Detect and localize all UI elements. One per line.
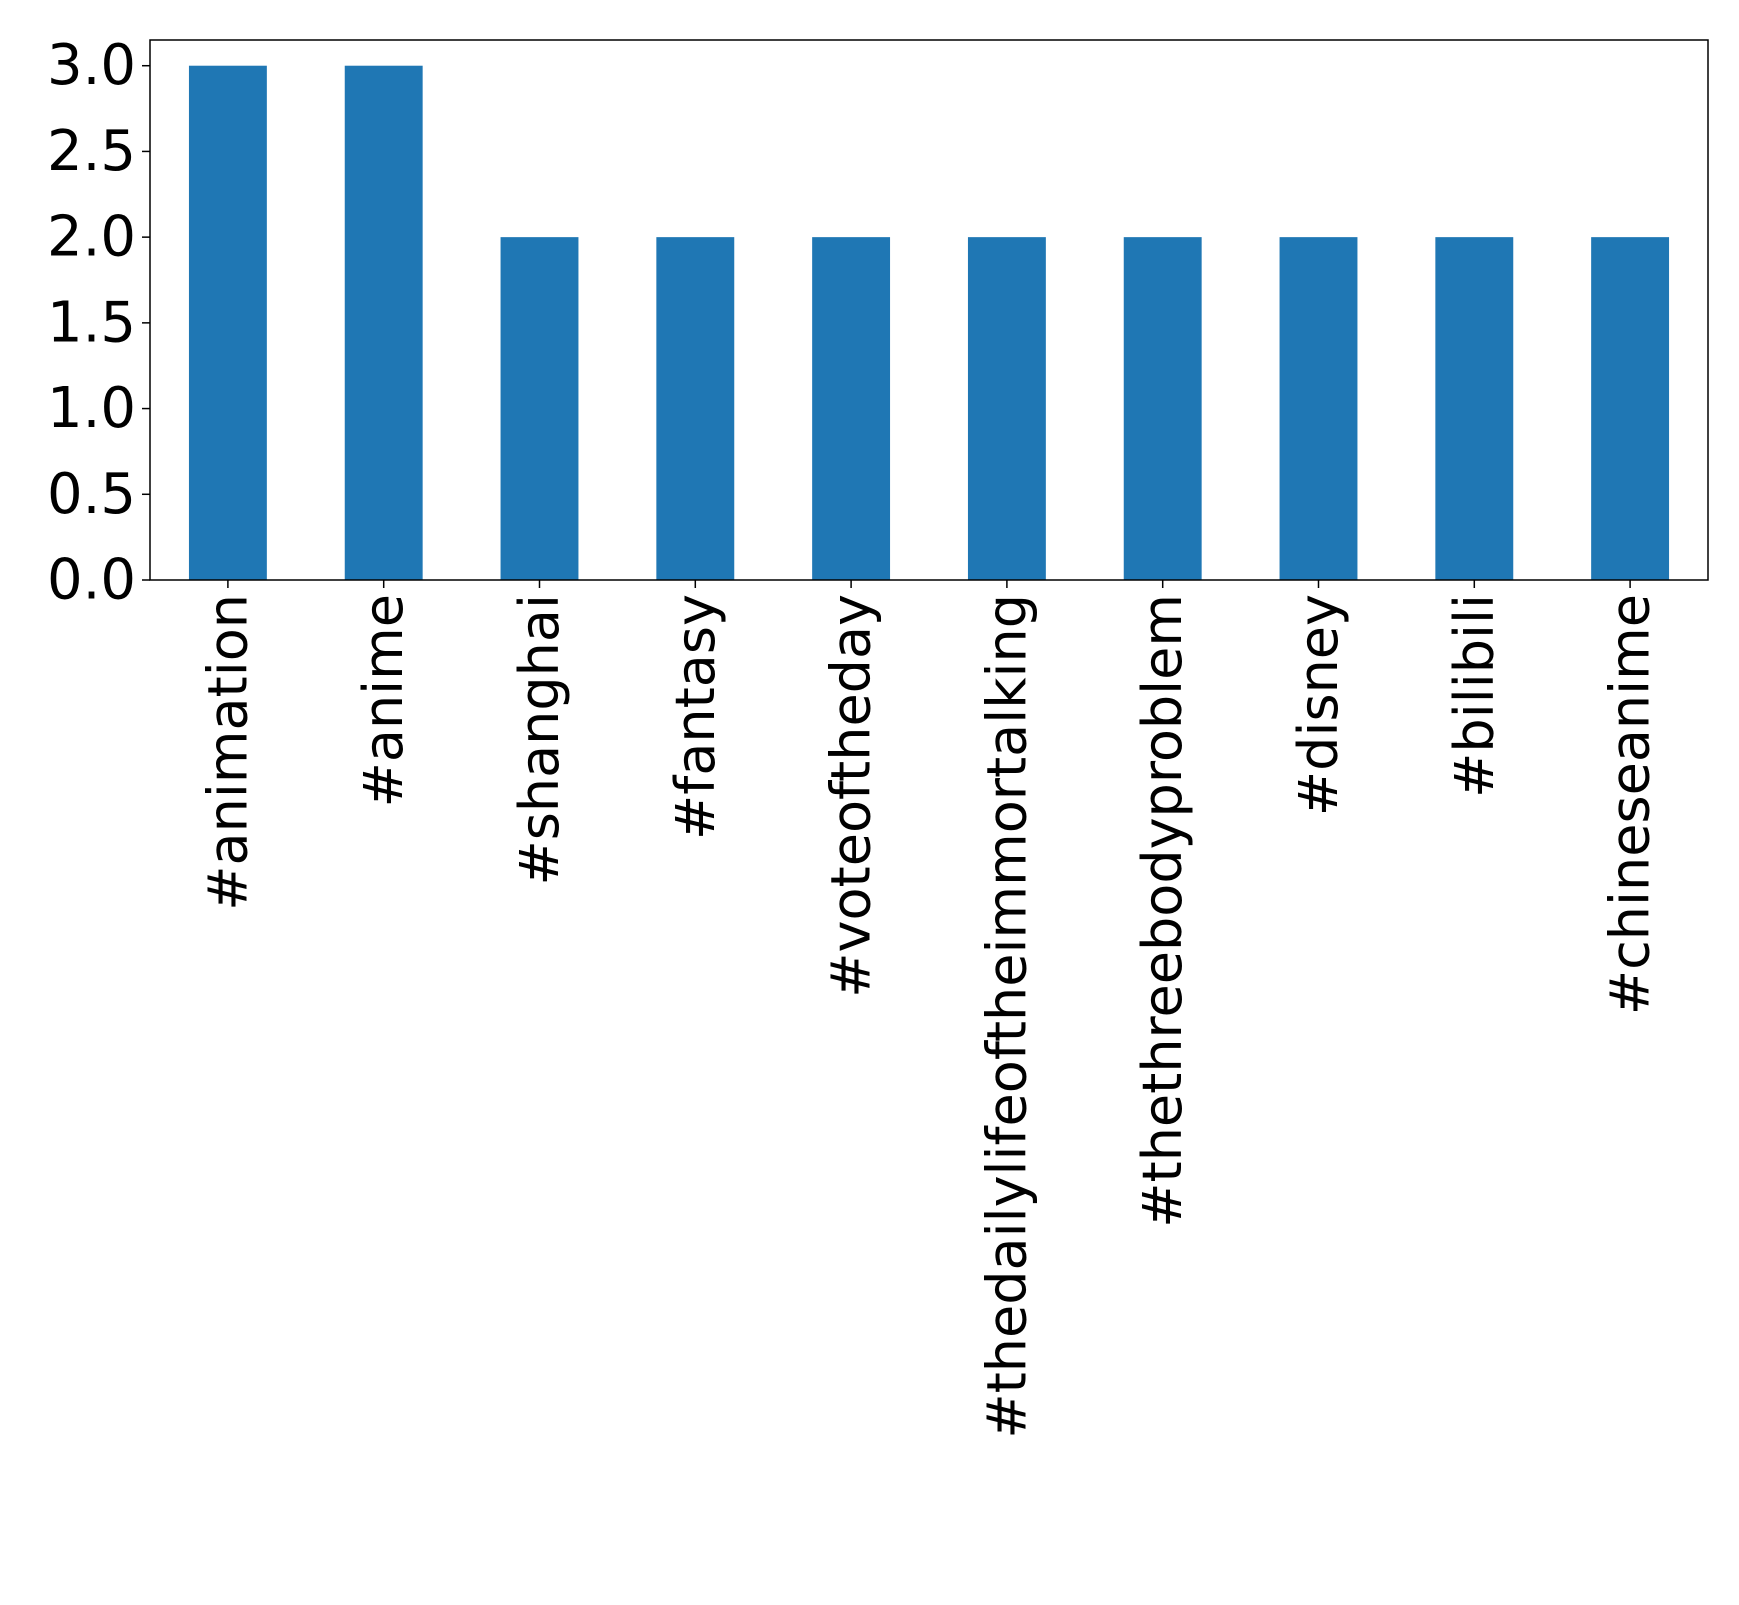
- x-tick-label: #disney: [1287, 594, 1350, 816]
- x-tick-label: #chineseanime: [1599, 594, 1662, 1015]
- bar: [1591, 237, 1670, 580]
- y-tick-label: 0.0: [47, 548, 136, 613]
- y-tick-label: 1.0: [47, 376, 136, 441]
- x-tick-label: #voteoftheday: [820, 594, 883, 998]
- x-tick-label: #animation: [196, 594, 259, 911]
- bar: [812, 237, 891, 580]
- bar: [344, 65, 423, 580]
- bar: [656, 237, 735, 580]
- x-tick-label: #fantasy: [664, 594, 727, 840]
- y-tick-label: 3.0: [47, 33, 136, 98]
- bars-group: [188, 65, 1670, 580]
- bar: [188, 65, 267, 580]
- bar: [1279, 237, 1358, 580]
- y-tick-label: 2.5: [47, 119, 136, 184]
- bar: [500, 237, 579, 580]
- x-tick-label: #thedailylifeoftheimmortalking: [975, 594, 1038, 1439]
- y-tick-label: 1.5: [47, 290, 136, 355]
- bar: [1123, 237, 1202, 580]
- y-axis: 0.0 0.5 1.0 1.5 2.0 2.5 3.0: [47, 33, 150, 613]
- x-axis: #animation #anime #shanghai #fantasy #voteof…: [196, 580, 1662, 1439]
- y-tick-label: 2.0: [47, 205, 136, 270]
- y-tick-label: 0.5: [47, 462, 136, 527]
- x-tick-label: #shanghai: [508, 594, 571, 886]
- plot-frame: [149, 39, 1709, 581]
- bar: [1435, 237, 1514, 580]
- x-tick-label: #bilibili: [1443, 594, 1506, 798]
- x-tick-label: #anime: [352, 594, 415, 807]
- x-tick-label: #thethreebodyproblem: [1131, 594, 1194, 1228]
- bar: [967, 237, 1046, 580]
